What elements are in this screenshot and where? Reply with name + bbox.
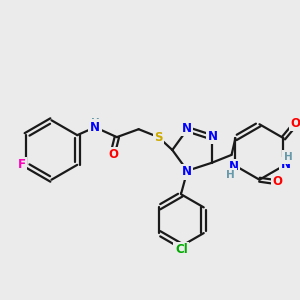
Text: N: N bbox=[280, 158, 290, 171]
Text: N: N bbox=[182, 122, 191, 135]
Text: Cl: Cl bbox=[175, 243, 188, 256]
Text: N: N bbox=[90, 121, 100, 134]
Text: F: F bbox=[18, 158, 26, 171]
Text: N: N bbox=[229, 160, 238, 173]
Text: N: N bbox=[208, 130, 218, 143]
Text: H: H bbox=[91, 118, 99, 128]
Text: O: O bbox=[272, 175, 282, 188]
Text: O: O bbox=[290, 117, 300, 130]
Text: H: H bbox=[226, 170, 235, 180]
Text: N: N bbox=[182, 165, 191, 178]
Text: O: O bbox=[108, 148, 118, 161]
Text: S: S bbox=[154, 130, 163, 144]
Text: H: H bbox=[284, 152, 293, 162]
